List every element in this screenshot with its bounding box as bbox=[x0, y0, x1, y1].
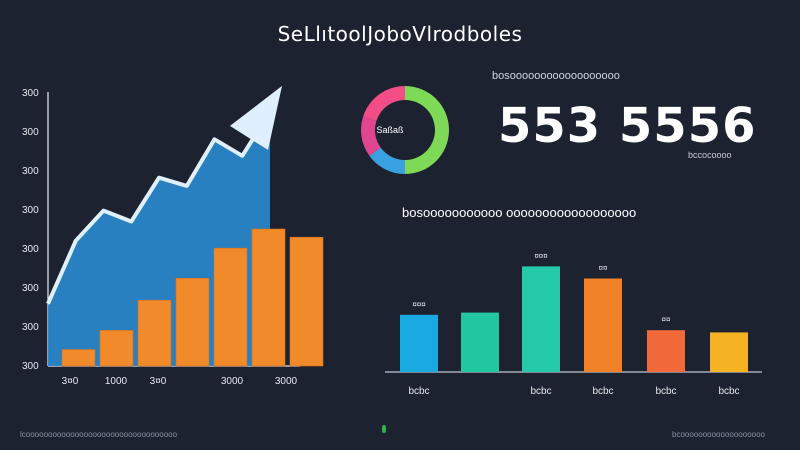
donut-slice bbox=[363, 86, 405, 121]
orange-bar bbox=[61, 349, 96, 367]
footer-right-text: bcooooooooooooooooooo bbox=[672, 430, 765, 439]
kpi-value: 553 5556 bbox=[498, 98, 757, 154]
bar bbox=[710, 332, 748, 372]
bar-series: ¤¤¤ bcbc ¤¤¤ bcbc ¤¤ bcbc ¤¤ bcbc bcbc bbox=[400, 251, 748, 397]
data-label: ¤¤¤ bbox=[412, 300, 426, 309]
trend-line bbox=[46, 110, 272, 305]
footer-left-text: lcoooooooooooooooooooooooooooooooooo bbox=[20, 430, 178, 439]
y-tick-label: 300 bbox=[22, 361, 39, 372]
x-tick-label: 3¤0 bbox=[150, 376, 167, 387]
orange-bar bbox=[137, 299, 172, 367]
x-tick-label: 3000 bbox=[221, 376, 244, 387]
page-title: SeLlıtoolJoboVlrodboles bbox=[277, 22, 523, 46]
y-tick-label: 300 bbox=[22, 88, 39, 99]
data-label: ¤¤ bbox=[599, 264, 608, 273]
y-tick-label: 300 bbox=[22, 322, 39, 333]
y-tick-labels: 300 300 300 300 300 300 300 300 bbox=[22, 88, 39, 372]
bar bbox=[400, 314, 438, 372]
orange-bar bbox=[213, 247, 248, 367]
trend-arrow-icon bbox=[46, 85, 282, 305]
donut-slice bbox=[369, 147, 405, 174]
y-tick-label: 300 bbox=[22, 244, 39, 255]
x-tick-labels: 3¤0 1000 3¤0 3000 3000 bbox=[62, 376, 298, 387]
orange-bar bbox=[99, 330, 134, 367]
orange-bar-series bbox=[61, 228, 324, 367]
bar bbox=[522, 266, 560, 372]
trend-arrow-head bbox=[230, 85, 282, 150]
y-tick-label: 300 bbox=[22, 283, 39, 294]
data-label: ¤¤¤ bbox=[534, 251, 548, 260]
y-tick-label: 300 bbox=[22, 205, 39, 216]
data-label: ¤¤ bbox=[662, 315, 671, 324]
bar bbox=[584, 278, 622, 372]
y-tick-label: 300 bbox=[22, 127, 39, 138]
kpi-caption: bccocoooo bbox=[688, 150, 732, 160]
x-tick-label: bcbc bbox=[408, 386, 429, 397]
donut-label: Saßaß bbox=[376, 125, 404, 135]
x-tick-label: bcbc bbox=[530, 386, 551, 397]
orange-bar bbox=[289, 236, 324, 367]
x-tick-label: 3¤0 bbox=[62, 376, 79, 387]
orange-bar bbox=[175, 278, 210, 367]
donut-chart bbox=[361, 86, 449, 174]
x-tick-label: 3000 bbox=[275, 376, 298, 387]
donut-slice bbox=[361, 116, 381, 156]
y-tick-label: 300 bbox=[22, 166, 39, 177]
bar-chart-title: bosooooooooooo oooooooooooooooooo bbox=[402, 205, 637, 220]
orange-bar bbox=[251, 228, 286, 367]
footer-indicator bbox=[382, 425, 386, 433]
kpi-header: bosoooooooooooooooooo bbox=[492, 70, 620, 82]
bar bbox=[647, 330, 685, 372]
x-tick-label: bcbc bbox=[718, 386, 739, 397]
donut-slice bbox=[405, 86, 449, 174]
x-tick-label: bcbc bbox=[592, 386, 613, 397]
x-tick-label: 1000 bbox=[105, 376, 128, 387]
bar bbox=[461, 312, 499, 372]
x-tick-label: bcbc bbox=[655, 386, 676, 397]
